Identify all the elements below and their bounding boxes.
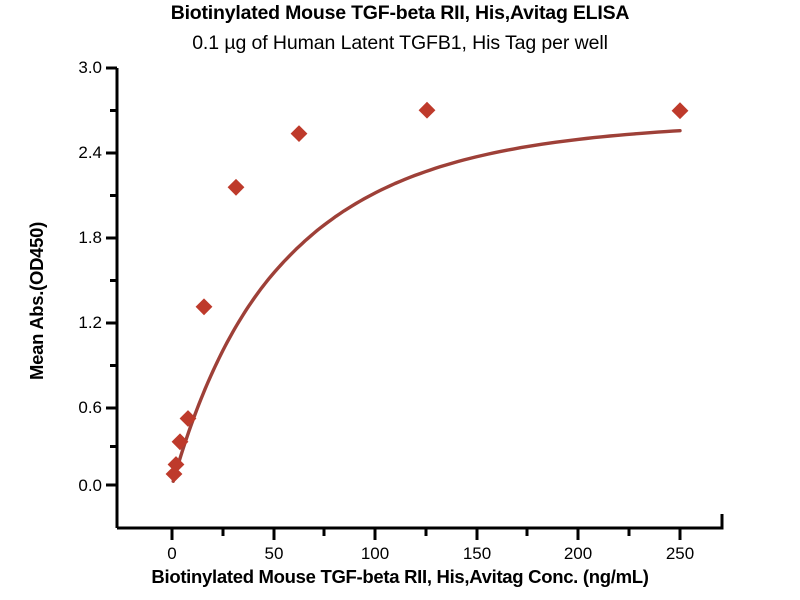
y-tick-label-0.6: 0.6 bbox=[78, 398, 102, 417]
x-axis-major-ticks bbox=[170, 528, 682, 540]
y-tick-label-1.2: 1.2 bbox=[78, 313, 102, 332]
y-tick-label-3.0: 3.0 bbox=[78, 58, 102, 77]
x-tick-label-0: 0 bbox=[167, 544, 177, 563]
x-tick-label-250: 250 bbox=[665, 544, 695, 563]
chart-title: Biotinylated Mouse TGF-beta RII, His,Avi… bbox=[170, 2, 630, 24]
y-tick-label-1.8: 1.8 bbox=[78, 228, 102, 247]
data-point bbox=[418, 101, 436, 119]
y-tick-label-2.4: 2.4 bbox=[78, 143, 102, 162]
data-point-markers bbox=[165, 101, 689, 483]
x-tick-label-100: 100 bbox=[360, 544, 390, 563]
x-tick-label-50: 50 bbox=[264, 544, 284, 563]
data-point bbox=[165, 465, 183, 483]
fit-curve bbox=[171, 129, 682, 483]
data-point bbox=[195, 298, 213, 316]
y-axis-minor-ticks bbox=[110, 109, 117, 448]
data-point bbox=[179, 410, 197, 427]
data-point bbox=[171, 433, 189, 451]
x-axis-minor-ticks bbox=[221, 528, 631, 536]
chart-subtitle: 0.1 µg of Human Latent TGFB1, His Tag pe… bbox=[192, 32, 608, 54]
axis-spines bbox=[115, 68, 724, 530]
data-point bbox=[290, 125, 308, 142]
x-tick-label-200: 200 bbox=[563, 544, 593, 563]
data-point bbox=[227, 178, 245, 196]
x-axis-label: Biotinylated Mouse TGF-beta RII, His,Avi… bbox=[151, 566, 649, 587]
data-point bbox=[671, 102, 689, 120]
y-axis-major-ticks bbox=[106, 66, 117, 487]
data-point bbox=[167, 456, 185, 473]
y-tick-label-0.0: 0.0 bbox=[78, 476, 102, 495]
x-tick-label-150: 150 bbox=[462, 544, 492, 563]
